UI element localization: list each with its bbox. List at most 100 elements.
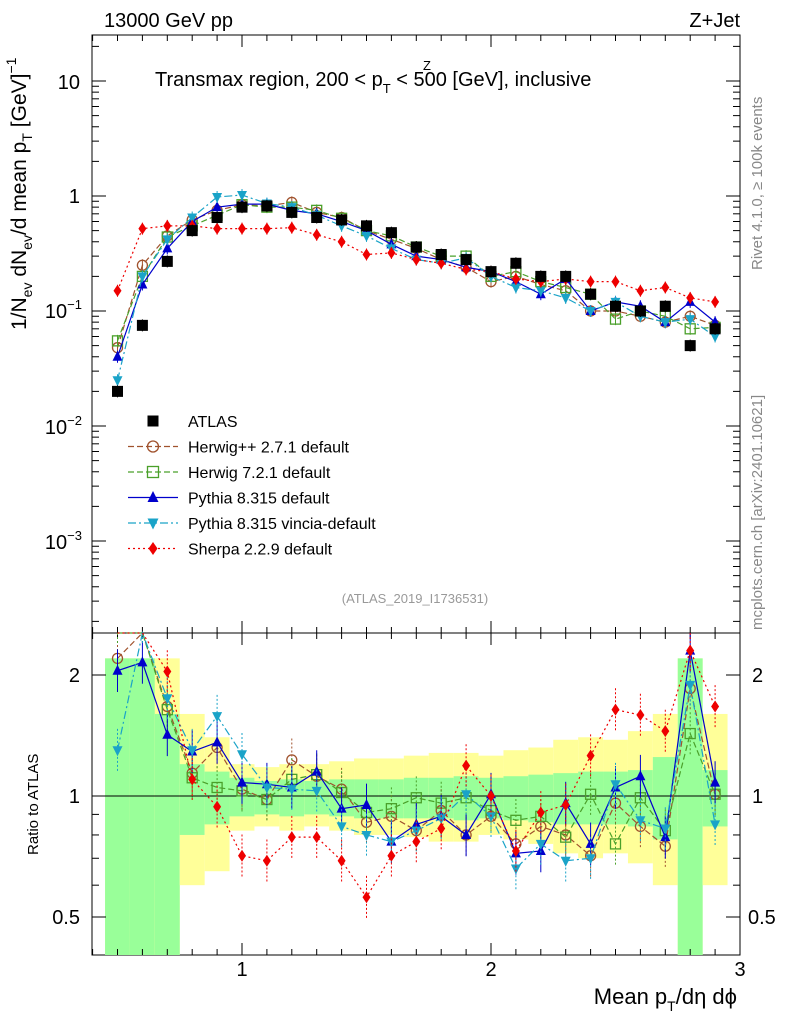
vincia-ratio-point <box>560 856 571 867</box>
sherpa-point <box>362 248 371 261</box>
ytick-label-10: 10 <box>58 72 80 94</box>
xtick-label-2: 2 <box>485 959 496 981</box>
sherpa-ratio-point <box>213 800 222 813</box>
sherpa-ratio-point <box>163 665 172 678</box>
herwigpp-legend-marker <box>146 440 160 453</box>
vincia-ratio-point <box>585 854 596 865</box>
ratio-ytick-1-left: 1 <box>69 786 80 808</box>
pythia-legend-marker <box>147 491 159 502</box>
herwig7-ratio-point <box>410 792 422 804</box>
data-point <box>535 270 547 282</box>
sherpa-point <box>437 257 446 270</box>
sherpa-ratio-point <box>462 759 471 772</box>
rivet-label: Rivet 4.1.0, ≥ 100k events <box>749 97 766 270</box>
vincia-point <box>535 286 546 297</box>
analysis-id: (ATLAS_2019_I1736531) <box>342 591 488 606</box>
vincia-point <box>560 293 571 304</box>
sherpa-point <box>686 291 695 304</box>
data-point <box>709 323 721 335</box>
plot-title-sub: T <box>383 81 391 96</box>
process-label: Z+Jet <box>689 10 740 32</box>
data-point <box>634 305 646 317</box>
y-axis-label-ratio: Ratio to ATLAS <box>25 754 42 855</box>
sherpa-ratio-point <box>387 849 396 862</box>
vincia-ratio-point <box>510 864 521 875</box>
pythia-ratio-point <box>535 844 546 855</box>
pythia-ratio-point <box>361 798 372 809</box>
ytick-label-0.01: 10−2 <box>45 413 82 439</box>
sherpa-point <box>611 275 620 288</box>
sherpa-ratio-point <box>238 849 246 862</box>
vincia-ratio-point <box>311 786 322 797</box>
sherpa-point <box>511 272 520 285</box>
herwig7-ratio-point <box>584 788 597 800</box>
vincia-ratio-point <box>336 822 347 833</box>
sherpa-ratio-point <box>611 703 620 716</box>
vincia-ratio-point <box>486 812 496 823</box>
data-point <box>460 254 472 266</box>
data-point <box>684 340 696 352</box>
ytick-label-1: 1 <box>69 186 80 208</box>
sherpa-ratio-point <box>362 891 371 904</box>
vincia-ratio-point <box>212 712 223 723</box>
sherpa-point <box>113 284 122 297</box>
vincia-ratio-point <box>286 785 297 796</box>
y-axis-label-main: 1/Nev dNev/d mean pT [GeV]−1 <box>3 57 35 330</box>
sherpa-ratio-point <box>487 790 495 802</box>
vincia-ratio-point <box>361 830 372 841</box>
plot-title-post: < 500 [GeV], inclusive <box>391 69 592 91</box>
main-series <box>111 189 721 398</box>
data-point <box>211 212 223 224</box>
sherpa-point <box>262 222 271 235</box>
sherpa-point <box>287 221 296 234</box>
vincia-ratio-point <box>162 694 173 705</box>
data-point <box>361 220 372 232</box>
vincia-point <box>187 213 198 224</box>
vincia-ratio-point <box>535 839 546 850</box>
vincia-point <box>510 283 521 294</box>
herwigpp-legend-label: Herwig++ 2.7.1 default <box>188 440 350 457</box>
data-point <box>510 257 522 269</box>
data-point <box>435 248 447 260</box>
sherpa-legend-marker <box>148 542 158 555</box>
ratio-series <box>111 630 721 919</box>
data-point <box>286 206 298 218</box>
sherpa-legend-label: Sherpa 2.2.9 default <box>188 542 333 559</box>
vincia-point <box>660 318 671 329</box>
data-point <box>161 255 173 267</box>
data-point <box>236 201 248 213</box>
data-point <box>410 241 422 253</box>
vincia-ratio-point <box>610 780 621 791</box>
sherpa-point <box>312 228 321 241</box>
data-point <box>311 212 323 224</box>
vincia-line <box>116 194 716 381</box>
pythia-legend-label: Pythia 8.315 default <box>188 491 330 508</box>
vincia-point <box>212 193 223 204</box>
pythia-ratio-point <box>411 818 422 829</box>
sherpa-point <box>661 281 670 294</box>
pythia-ratio-point <box>710 776 721 787</box>
plot-title: Transmax region, 200 < pT < 500 [GeV], i… <box>155 69 591 96</box>
vincia-point <box>710 332 721 343</box>
legend: ATLAS Herwig++ 2.7.1 default Herwig 7.2.1 … <box>128 414 376 559</box>
data-point <box>659 300 671 312</box>
vincia-ratio-point <box>237 750 247 761</box>
data-point <box>560 270 572 282</box>
band-green <box>105 658 130 955</box>
data-point <box>261 200 273 212</box>
data-point <box>485 266 497 278</box>
ratio-ytick-0.5-right: 0.5 <box>748 907 776 929</box>
pythia-ratio-point <box>162 728 173 739</box>
data-point <box>136 319 148 331</box>
sherpa-point <box>337 235 346 248</box>
sherpa-point <box>711 295 720 308</box>
plot-title-pre: Transmax region, 200 < p <box>155 69 383 91</box>
herwig7-line <box>116 204 716 342</box>
data-legend-marker <box>147 415 159 427</box>
sherpa-point <box>238 222 246 235</box>
sherpa-ratio-point <box>586 749 595 762</box>
xtick-label-1: 1 <box>236 959 247 981</box>
vincia-point <box>361 231 372 242</box>
sherpa-point <box>636 284 645 297</box>
